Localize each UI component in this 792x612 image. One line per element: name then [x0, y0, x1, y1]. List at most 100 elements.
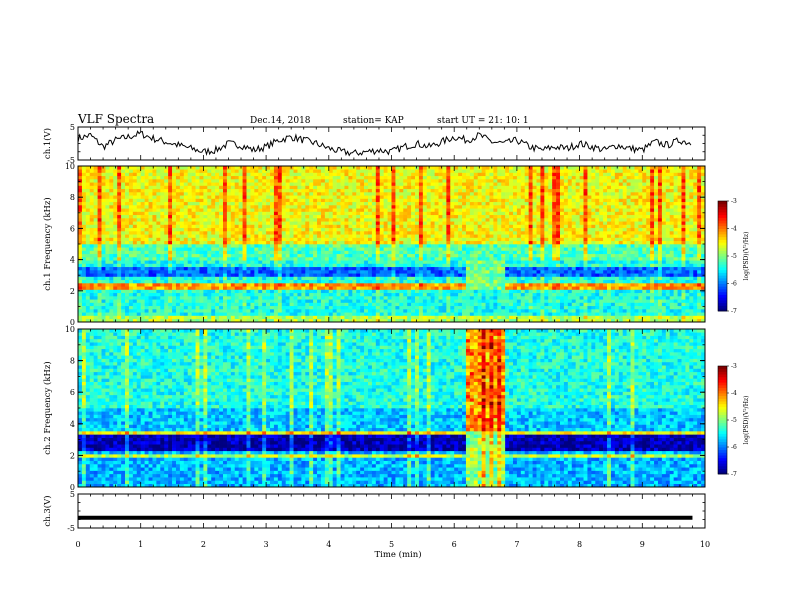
- spectrogram-cell: [469, 253, 475, 258]
- spectrogram-cell: [242, 247, 247, 251]
- spectrogram-cell: [125, 221, 130, 225]
- spectrogram-cell: [215, 237, 220, 242]
- spectrogram-cell: [367, 289, 373, 294]
- spectrogram-cell: [144, 302, 149, 307]
- spectrogram-cell: [438, 244, 443, 248]
- spectrogram-cell: [438, 221, 443, 225]
- spectrogram-cell: [183, 185, 189, 190]
- spectrogram-cell: [113, 253, 118, 258]
- spectrogram-cell: [328, 257, 334, 261]
- spectrogram-cell: [109, 309, 114, 313]
- spectrogram-cell: [222, 221, 228, 225]
- spectrogram-cell: [117, 231, 122, 235]
- spectrogram-cell: [367, 318, 373, 323]
- spectrogram-cell: [262, 188, 267, 193]
- spectrogram-cell: [317, 286, 322, 290]
- spectrogram-cell: [168, 247, 173, 251]
- spectrogram-cell: [113, 208, 118, 212]
- spectrogram-cell: [128, 286, 134, 290]
- spectrogram-cell: [340, 237, 345, 242]
- spectrogram-cell: [203, 179, 208, 183]
- spectrogram-cell: [450, 198, 455, 203]
- spectrogram-cell: [422, 192, 428, 196]
- spectrogram-cell: [320, 309, 326, 313]
- spectrogram-cell: [140, 305, 145, 310]
- spectrogram-cell: [89, 240, 94, 245]
- spectrogram-cell: [109, 302, 114, 307]
- spectrogram-cell: [387, 244, 392, 248]
- spectrogram-cell: [207, 201, 212, 206]
- spectrogram-cell: [250, 169, 255, 173]
- spectrogram-cell: [191, 237, 196, 242]
- spectrogram-cell: [85, 172, 91, 177]
- spectrogram-cell: [140, 175, 145, 180]
- spectrogram-cell: [281, 296, 286, 300]
- spectrogram-cell: [418, 244, 424, 248]
- spectrogram-cell: [317, 257, 322, 261]
- spectrogram-cell: [297, 244, 302, 248]
- spectrogram-cell: [191, 208, 196, 212]
- spectrogram-cell: [332, 234, 337, 238]
- spectrogram-cell: [148, 175, 153, 180]
- spectrogram-cell: [113, 279, 118, 284]
- spectrogram-cell: [379, 253, 384, 258]
- spectrogram-cell: [281, 299, 286, 303]
- spectrogram-cell: [336, 296, 341, 300]
- spectrogram-cell: [105, 224, 110, 229]
- spectrogram-cell: [109, 315, 114, 320]
- spectrogram-cell: [234, 182, 239, 186]
- spectrogram-cell: [411, 266, 416, 271]
- spectrogram-cell: [301, 253, 306, 258]
- spectrogram-cell: [375, 234, 381, 238]
- spectrogram-cell: [242, 253, 247, 258]
- spectrogram-cell: [219, 192, 224, 196]
- spectrogram-cell: [407, 309, 412, 313]
- spectrogram-cell: [89, 289, 94, 294]
- spectrogram-cell: [89, 188, 94, 193]
- spectrogram-cell: [242, 283, 247, 287]
- spectrogram-cell: [109, 182, 114, 186]
- spectrogram-cell: [426, 247, 431, 251]
- spectrogram-cell: [336, 253, 341, 258]
- spectrogram-cell: [273, 231, 279, 235]
- spectrogram-cell: [340, 201, 345, 206]
- spectrogram-cell: [340, 276, 345, 281]
- spectrogram-cell: [399, 283, 404, 287]
- spectrogram-cell: [109, 198, 114, 203]
- spectrogram-cell: [430, 188, 435, 193]
- spectrogram-cell: [407, 221, 412, 225]
- spectrogram-cell: [399, 263, 404, 268]
- spectrogram-cell: [434, 237, 439, 242]
- date-label: Dec.14, 2018: [250, 116, 311, 126]
- spectrogram-cell: [458, 198, 463, 203]
- spectrogram-cell: [285, 318, 290, 323]
- spectrogram-cell: [391, 201, 396, 206]
- spectrogram-cell: [270, 247, 275, 251]
- spectrogram-cell: [93, 231, 98, 235]
- spectrogram-cell: [203, 266, 208, 271]
- spectrogram-cell: [324, 244, 330, 248]
- spectrogram-cell: [301, 279, 306, 284]
- spectrogram-cell: [356, 273, 361, 277]
- spectrogram-cell: [348, 234, 353, 238]
- spectrogram-cell: [442, 175, 447, 180]
- spectrogram-cell: [262, 318, 267, 323]
- spectrogram-cell: [148, 296, 153, 300]
- spectrogram-cell: [422, 195, 428, 199]
- spectrogram-cell: [360, 175, 365, 180]
- spectrogram-cell: [340, 182, 345, 186]
- spectrogram-cell: [254, 305, 259, 310]
- spectrogram-cell: [246, 292, 251, 297]
- spectrogram-cell: [332, 270, 337, 274]
- spectrogram-cell: [105, 257, 110, 261]
- spectrogram-cell: [348, 237, 353, 242]
- spectrogram-cell: [226, 283, 232, 287]
- spectrogram-cell: [379, 205, 384, 209]
- spectrogram-cell: [395, 309, 400, 313]
- spectrogram-cell: [207, 270, 212, 274]
- spectrogram-cell: [226, 175, 232, 180]
- spectrogram-cell: [246, 221, 251, 225]
- spectrogram-cell: [125, 266, 130, 271]
- spectrogram-cell: [121, 237, 126, 242]
- spectrogram-cell: [270, 185, 275, 190]
